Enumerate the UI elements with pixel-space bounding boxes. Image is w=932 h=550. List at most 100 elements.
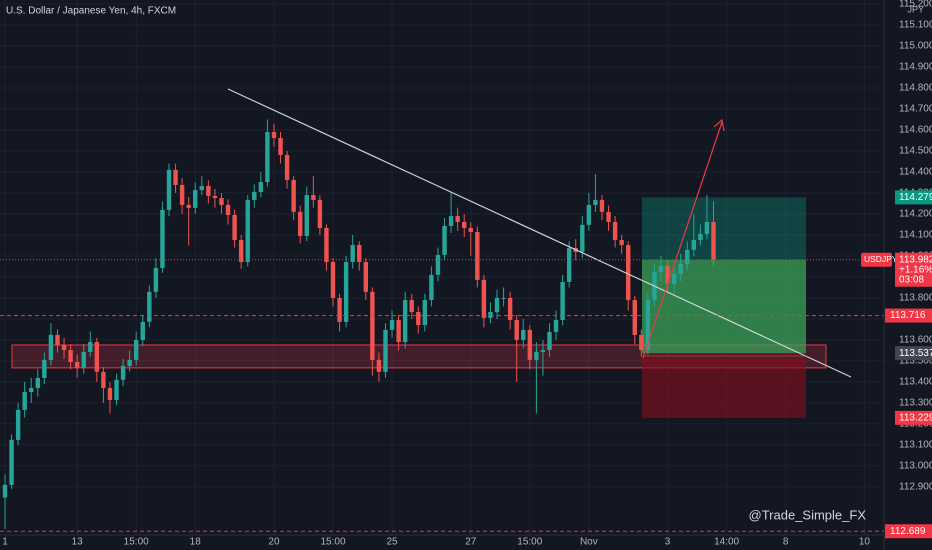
candle-body <box>311 195 316 200</box>
chart-title: U.S. Dollar / Japanese Yen, 4h, FXCM <box>6 6 176 17</box>
x-tick-label: 14:00 <box>714 537 739 548</box>
y-tick-label: 115.100 <box>899 20 932 31</box>
projection-arrow <box>642 121 723 359</box>
y-tick-label: 113.500 <box>899 356 932 367</box>
candle-body <box>35 377 41 389</box>
candle-body <box>330 262 336 298</box>
position-badge <box>895 346 932 361</box>
candle-body <box>55 334 60 345</box>
candle-body <box>265 132 270 183</box>
price-badge-label: 113.716 <box>890 310 926 321</box>
candle-body <box>101 371 106 389</box>
x-tick-label: 18 <box>190 537 202 548</box>
candle-body <box>324 228 329 263</box>
candle-body <box>639 334 644 351</box>
candle-body <box>252 191 257 200</box>
candle-body <box>494 297 500 313</box>
x-tick-label: 1 <box>2 537 8 548</box>
x-tick-label: 15:00 <box>517 537 542 548</box>
x-tick-label: 15:00 <box>320 537 345 548</box>
position-badge <box>895 190 932 205</box>
candle-body <box>357 245 362 263</box>
candle-body <box>376 359 382 372</box>
candle-body <box>507 297 513 320</box>
candle-body <box>9 439 14 485</box>
candle-body <box>593 199 598 205</box>
candle-body <box>547 331 552 351</box>
symbol-tag-bg <box>861 252 892 267</box>
candle-body <box>527 329 533 360</box>
candle-body <box>580 224 585 252</box>
candle-body <box>711 221 716 260</box>
candle-body <box>521 329 526 340</box>
candle-body <box>645 300 651 351</box>
candle-body <box>271 132 277 138</box>
candle-body <box>396 319 401 343</box>
candle-body <box>665 266 670 284</box>
arrow-head <box>713 118 725 132</box>
candle-body <box>173 169 178 185</box>
y-tick-label: 113.600 <box>899 335 932 346</box>
candle-body <box>147 291 152 322</box>
candle-body <box>475 232 480 280</box>
candle-body <box>298 211 303 237</box>
candle-body <box>245 199 250 263</box>
x-tick-label: 27 <box>465 537 477 548</box>
candle-body <box>514 319 519 340</box>
candle-body <box>671 274 677 284</box>
y-tick-label: 114.100 <box>899 230 932 241</box>
candle-body <box>343 262 349 322</box>
x-tick-label: 13 <box>72 537 84 548</box>
candle-body <box>698 233 703 240</box>
candle-body <box>383 329 388 372</box>
overlay <box>0 88 884 532</box>
x-tick-label: 25 <box>386 537 398 548</box>
candle-body <box>238 239 244 263</box>
y-tick-label: 114.600 <box>899 125 932 136</box>
position-badge-label: 113.229 <box>899 412 932 423</box>
candle-body <box>612 221 618 240</box>
candle-body <box>304 195 309 237</box>
candle-body <box>566 247 572 282</box>
candle-body <box>68 350 73 362</box>
y-tick-label: 113.300 <box>899 398 932 409</box>
candle-body <box>153 267 159 292</box>
candle-body <box>74 361 80 368</box>
last-price: 113.982 <box>899 254 932 265</box>
candle-body <box>448 216 454 226</box>
candle-body <box>435 254 441 275</box>
y-tick-label: 115.200 <box>899 0 932 10</box>
candle-body <box>468 228 473 233</box>
candle-body <box>127 359 132 366</box>
candle-body <box>691 239 697 250</box>
candle-body <box>534 351 539 360</box>
candle-body <box>15 409 21 440</box>
candle-body <box>225 204 231 216</box>
candle-body <box>94 342 100 372</box>
candle-body <box>22 392 27 410</box>
candle-body <box>160 209 165 268</box>
x-tick-label: 8 <box>783 537 789 548</box>
candle-body <box>193 190 198 208</box>
y-tick-label: 112.900 <box>899 482 932 493</box>
candle-body <box>685 249 690 264</box>
y-tick-label: 115.000 <box>899 41 932 52</box>
candle-body <box>481 279 487 318</box>
candle-body <box>88 342 93 352</box>
y-tick-label: 114.800 <box>899 83 932 94</box>
y-tick-label: 113.800 <box>899 293 932 304</box>
candle-body <box>107 388 113 400</box>
candle-body <box>658 266 664 272</box>
candle-body <box>599 199 605 212</box>
candle-body <box>2 484 8 498</box>
y-tick-label: 113.000 <box>899 461 932 472</box>
candle-body <box>140 321 145 340</box>
candle-body <box>501 297 506 299</box>
y-tick-label: 114.900 <box>899 62 932 73</box>
y-tick-label: 114.200 <box>899 209 932 220</box>
candle-body <box>606 211 611 222</box>
candle-body <box>258 182 264 192</box>
candle-body <box>206 186 211 196</box>
